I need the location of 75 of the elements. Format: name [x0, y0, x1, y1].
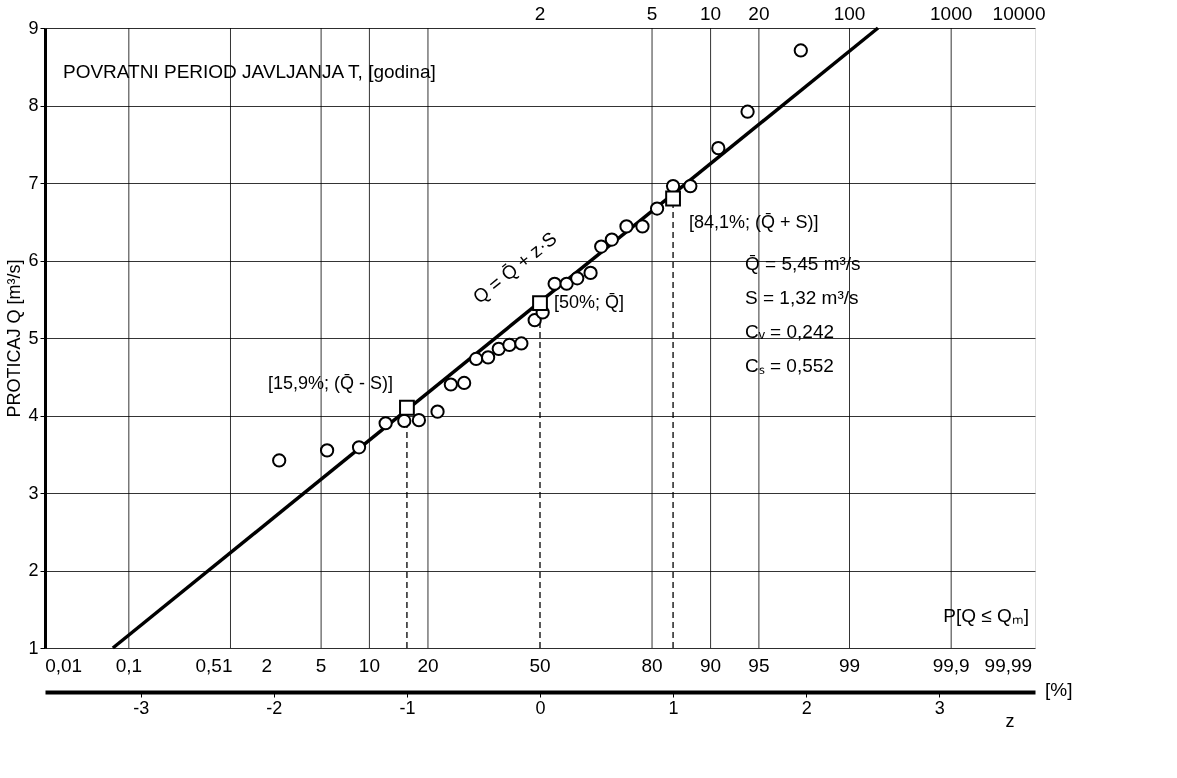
text: 10000 [992, 3, 1046, 24]
x-tick-label: -1 [399, 697, 416, 718]
point [740, 104, 755, 119]
x-tick-label: 3 [934, 697, 945, 718]
point [594, 239, 609, 254]
y-tick-label: 7 [28, 172, 39, 193]
point [583, 265, 598, 281]
x-tick-label: 0 [535, 697, 546, 718]
point [469, 351, 484, 367]
text: 90 [700, 655, 722, 676]
text: 99 [838, 655, 861, 676]
point [378, 416, 393, 431]
y-tick-label: 9 [28, 17, 39, 38]
annotation: P[Q ≤ Qₘ] [943, 605, 1029, 626]
text: 20 [417, 655, 439, 676]
point [635, 219, 650, 234]
point [711, 141, 726, 156]
x-tick-label: -3 [133, 697, 150, 718]
point [570, 271, 585, 286]
annotation: [15,9%; (Q̄ - S)] [267, 372, 393, 393]
point [619, 219, 634, 234]
x-axis-title: z [1005, 710, 1015, 731]
text: 5 [315, 655, 327, 676]
x-tick-label: 1 [668, 697, 679, 718]
point [514, 336, 529, 351]
point [411, 413, 427, 428]
y-tick-label: 5 [28, 327, 39, 348]
text: 99,9 [932, 655, 970, 676]
text: 0,1 [115, 655, 143, 676]
text: 0,01 [45, 655, 83, 676]
point [604, 232, 619, 247]
y-tick-label: 3 [28, 482, 39, 503]
point [457, 375, 472, 391]
text: 10 [700, 3, 722, 24]
text: 100 [833, 3, 866, 24]
y-tick-label: 8 [28, 95, 39, 115]
text: 99,99 [984, 655, 1033, 676]
point [683, 178, 698, 194]
point [502, 337, 517, 353]
point [272, 453, 287, 468]
x-tick-label: 2 [801, 697, 812, 718]
text: 20 [748, 3, 770, 24]
text: 80 [641, 655, 663, 676]
text: 5 [646, 3, 658, 24]
annotation: Cₛ = 0,552 [745, 355, 834, 376]
point [665, 190, 681, 207]
y-tick-label: 4 [28, 405, 39, 425]
annotation: [50%; Q̄] [554, 292, 625, 313]
annotation: Cᵥ = 0,242 [745, 321, 835, 342]
text: 0,51 [195, 655, 233, 676]
point [397, 413, 412, 429]
y-axis-title: PROTICAJ Q [m³/s] [4, 259, 25, 418]
text: [%] [1045, 679, 1073, 700]
point [491, 341, 506, 356]
text: 2 [534, 3, 546, 24]
point [547, 276, 562, 291]
text: 50 [529, 655, 551, 676]
text: 95 [748, 655, 770, 676]
point [559, 276, 574, 291]
point [443, 377, 458, 392]
y-tick-label: 1 [28, 637, 39, 658]
point [319, 443, 335, 458]
point [532, 295, 548, 312]
y-tick-label: 2 [28, 560, 39, 580]
point [649, 201, 665, 216]
text: 2 [261, 655, 272, 676]
text: 10 [358, 655, 380, 676]
point [430, 404, 445, 419]
point [351, 440, 367, 455]
point [793, 43, 808, 58]
point [480, 350, 496, 365]
x-tick-label: -2 [266, 697, 283, 718]
point [399, 399, 415, 416]
y-tick-label: 6 [28, 250, 39, 270]
text: 1000 [930, 3, 973, 24]
